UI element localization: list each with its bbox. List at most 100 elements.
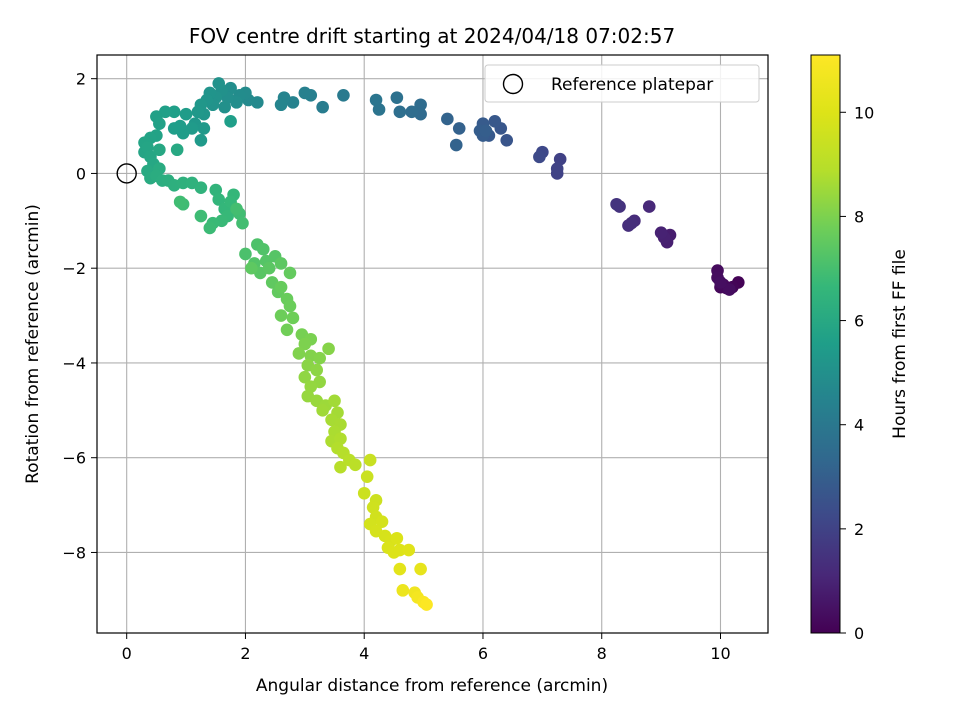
plot-frame [96, 54, 769, 634]
reference-marker [116, 163, 137, 184]
legend-box [484, 64, 760, 103]
y-tick-label: −4 [62, 354, 86, 373]
colorbar-ticks: 0 2 4 6 8 10 [840, 103, 874, 643]
data-point [286, 311, 300, 325]
data-point [420, 598, 433, 611]
data-point [141, 141, 154, 154]
data-point [245, 261, 258, 275]
data-point [194, 209, 208, 223]
x-tick-label: 6 [478, 644, 488, 663]
data-point [170, 143, 184, 157]
data-point [167, 122, 181, 135]
data-point [334, 460, 347, 474]
y-axis-label: Rotation from reference (arcmin) [23, 204, 43, 484]
data-point [390, 91, 404, 104]
data-point [310, 363, 324, 377]
grid-lines [97, 55, 768, 633]
colorbar-frame [810, 54, 841, 634]
data-point [372, 103, 386, 116]
data-point [349, 458, 362, 472]
data-point [393, 105, 407, 119]
data-point [405, 105, 419, 119]
data-point [642, 200, 656, 213]
data-point [218, 100, 231, 114]
y-tick-label: −8 [62, 543, 86, 562]
data-point [298, 86, 312, 100]
data-point [328, 394, 341, 408]
data-point [153, 117, 166, 130]
data-point [313, 351, 326, 365]
data-point [500, 133, 514, 147]
data-point [625, 216, 638, 230]
data-point [209, 183, 223, 197]
data-point [414, 562, 427, 576]
data-point [280, 323, 294, 337]
data-point [179, 107, 193, 121]
x-tick-label: 8 [597, 644, 607, 663]
data-point [390, 531, 404, 545]
data-point [236, 216, 249, 230]
colorbar-label: Hours from first FF file [890, 249, 910, 439]
data-point [369, 93, 383, 107]
data-point [402, 543, 416, 557]
colorbar-tick-label: 8 [854, 207, 864, 226]
legend: Reference platepar [484, 64, 760, 103]
y-tick-label: 2 [76, 70, 86, 89]
data-point [337, 88, 350, 102]
x-axis-label: Angular distance from reference (arcmin) [256, 676, 608, 696]
data-point [550, 162, 564, 176]
x-tick-label: 2 [240, 644, 250, 663]
data-point [441, 112, 454, 126]
data-point [274, 309, 288, 322]
data-point [357, 486, 371, 500]
data-points [138, 77, 745, 611]
colorbar-tick-label: 4 [854, 416, 864, 435]
data-point [316, 100, 329, 114]
data-point [393, 543, 407, 557]
data-point [212, 77, 226, 90]
data-point [452, 122, 466, 135]
data-point [173, 195, 187, 209]
data-point [316, 404, 329, 417]
data-point [203, 221, 217, 235]
data-point [256, 242, 270, 256]
y-tick-label: 0 [76, 164, 86, 183]
data-point [396, 584, 410, 597]
data-point [239, 247, 252, 261]
x-axis-ticks: 0 2 4 6 8 10 [122, 633, 731, 663]
x-tick-label: 10 [710, 644, 730, 663]
data-point [274, 280, 288, 294]
colorbar-tick-label: 6 [854, 312, 864, 331]
colorbar: 0 2 4 6 8 10 Hours from first FF file [810, 54, 910, 643]
data-point [393, 562, 407, 576]
data-point [298, 370, 312, 384]
colorbar-gradient [811, 55, 840, 633]
data-point [194, 181, 208, 194]
data-point [283, 299, 297, 313]
x-tick-label: 0 [122, 644, 132, 663]
data-point [224, 115, 237, 128]
data-point [366, 501, 380, 514]
data-point [194, 133, 208, 147]
data-point [414, 98, 427, 112]
data-point [304, 380, 318, 393]
y-tick-label: −6 [62, 449, 86, 468]
data-point [322, 342, 335, 356]
data-point [292, 347, 306, 360]
data-point [533, 150, 546, 164]
data-point [212, 193, 226, 206]
data-point [375, 515, 389, 528]
data-point [167, 105, 181, 119]
data-point [274, 257, 288, 270]
data-point [723, 283, 736, 296]
chart-title: FOV centre drift starting at 2024/04/18 … [189, 24, 675, 48]
y-axis-ticks: 2 0 −2 −4 −6 −8 [62, 70, 97, 562]
data-point [197, 122, 211, 135]
data-point [191, 105, 205, 119]
data-point [449, 138, 463, 152]
data-point [283, 266, 297, 280]
data-point [334, 432, 347, 446]
data-point [298, 337, 312, 351]
legend-entry-reference: Reference platepar [551, 75, 713, 95]
data-point [553, 152, 567, 166]
